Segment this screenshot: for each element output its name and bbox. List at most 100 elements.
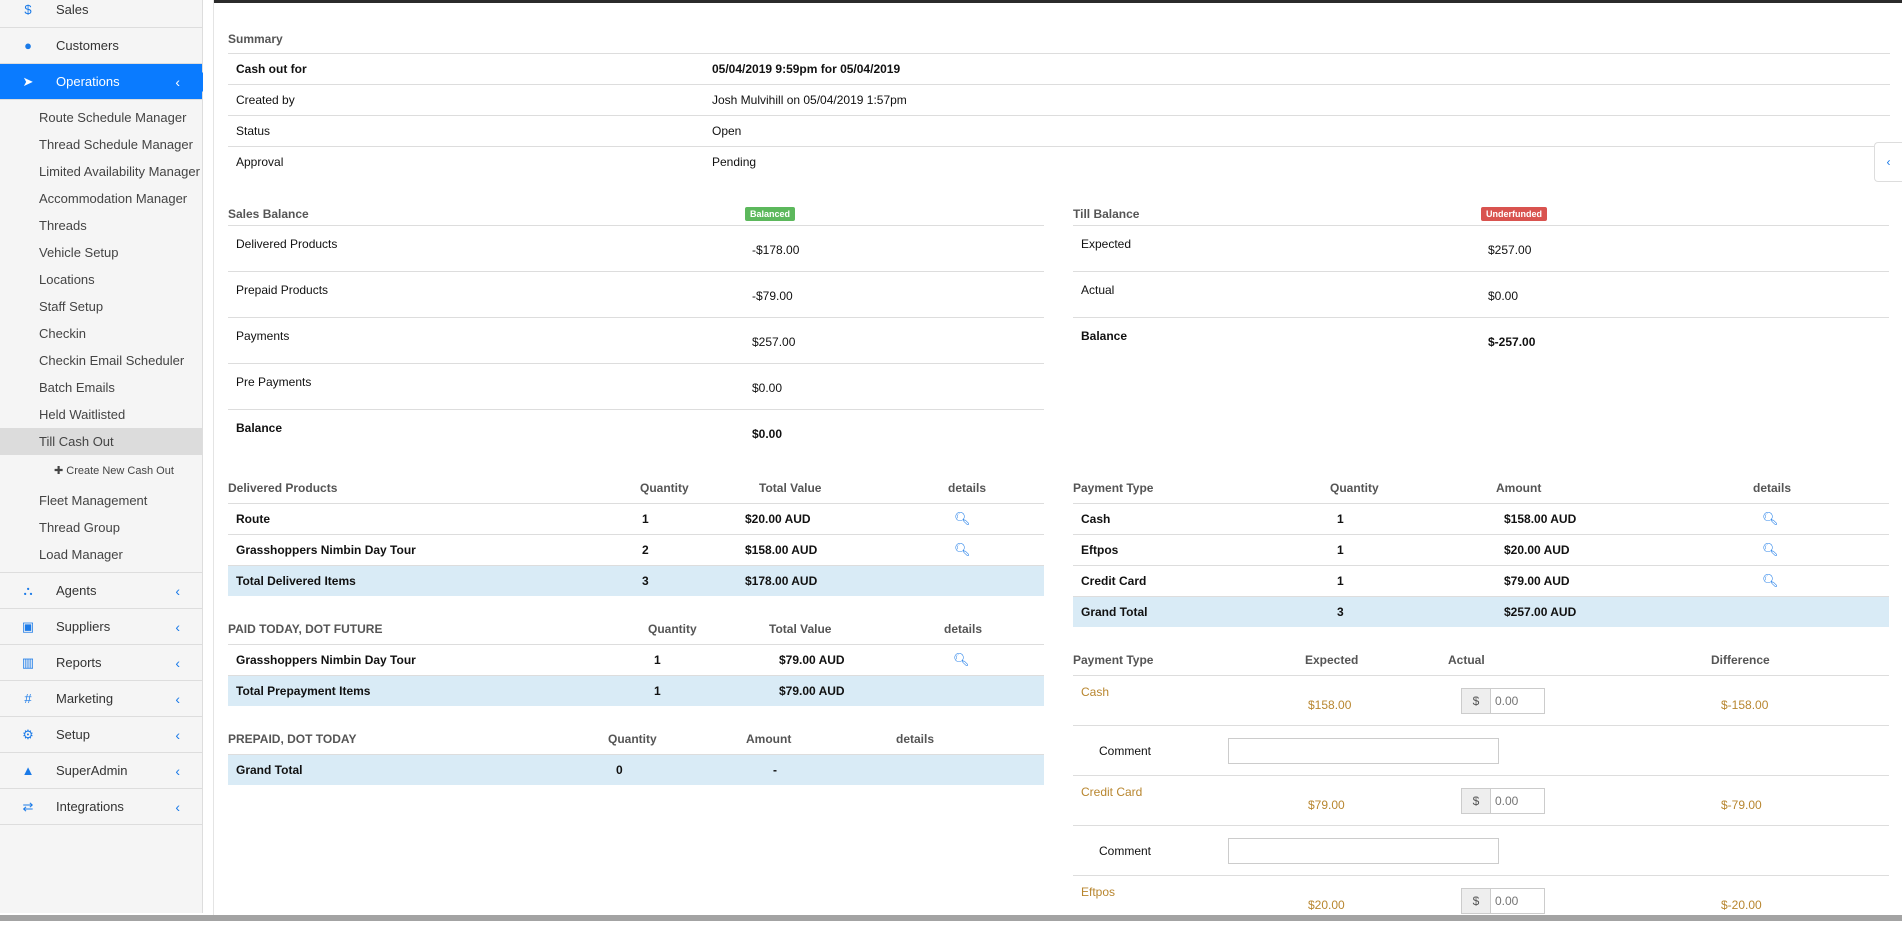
sidebar-item-operations[interactable]: ➤ Operations ‹: [0, 64, 212, 100]
actual-credit-card-input[interactable]: [1491, 787, 1545, 814]
sidebar-sub-checkin-email-scheduler[interactable]: Checkin Email Scheduler: [39, 353, 185, 368]
table-row: Route 1 $20.00 AUD 🔍︎: [228, 503, 1044, 534]
sidebar-item-agents[interactable]: ⛬ Agents ‹: [0, 573, 202, 609]
delivered-products-table: Delivered Products Quantity Total Value det…: [228, 472, 1044, 596]
actual-cash-input[interactable]: [1491, 687, 1545, 714]
search-icon[interactable]: 🔍︎: [954, 511, 971, 526]
col-header: Amount: [746, 731, 792, 746]
chevron-left-icon: ‹: [175, 582, 180, 599]
payment-reconcile-table: Payment Type Expected Actual Difference Cas…: [1073, 645, 1889, 925]
table-row: Cash 1 $158.00 AUD 🔍︎: [1073, 503, 1889, 534]
col-header: Difference: [1711, 653, 1770, 667]
col-header: PREPAID, DOT TODAY: [228, 731, 357, 746]
sidebar-scrollbar[interactable]: [203, 0, 214, 921]
chevron-left-icon: ‹: [175, 618, 180, 635]
col-header: Total Value: [759, 480, 822, 495]
sidebar-item-reports[interactable]: ▥ Reports ‹: [0, 645, 202, 681]
sidebar-sub-vehicle-setup[interactable]: Vehicle Setup: [39, 245, 119, 260]
sidebar-sub-limited-availability-manager[interactable]: Limited Availability Manager: [39, 164, 200, 179]
comment-row: Comment: [1073, 825, 1889, 875]
chevron-left-icon: ‹: [1886, 155, 1891, 169]
create-new-cash-out-link[interactable]: ✚ Create New Cash Out: [54, 465, 174, 477]
sidebar-item-integrations[interactable]: ⇄ Integrations ‹: [0, 789, 202, 825]
contact-card-icon: ▣: [21, 618, 35, 634]
user-icon: ●: [24, 38, 32, 53]
chevron-left-icon: ‹: [175, 654, 180, 671]
sidebar-item-suppliers[interactable]: ▣ Suppliers ‹: [0, 609, 202, 645]
search-icon[interactable]: 🔍︎: [953, 652, 970, 667]
paper-plane-icon: ➤: [22, 73, 34, 89]
sales-balance-section: Sales Balance Balanced Delivered Products…: [228, 203, 1044, 455]
table-row: Grasshoppers Nimbin Day Tour 1 $79.00 AUD 🔍…: [228, 644, 1044, 675]
sidebar-sub-route-schedule-manager[interactable]: Route Schedule Manager: [39, 110, 187, 125]
sidebar-sub-staff-setup[interactable]: Staff Setup: [39, 299, 104, 314]
bar-chart-icon: ▥: [21, 654, 35, 670]
currency-addon: $: [1461, 787, 1491, 814]
credit-card-comment-input[interactable]: [1228, 837, 1499, 864]
actual-eftpos-input[interactable]: [1491, 887, 1545, 914]
sales-balance-total-row: Balance $0.00: [228, 409, 1044, 455]
summary-row: Created by Josh Mulvihill on 05/04/2019 1…: [228, 84, 1890, 115]
currency-addon: $: [1461, 887, 1491, 914]
summary-title: Summary: [228, 32, 283, 46]
till-balance-row: Expected $257.00: [1073, 225, 1889, 271]
dollar-icon: $: [24, 2, 32, 17]
sidebar-item-superadmin[interactable]: ▲ SuperAdmin ‹: [0, 753, 202, 789]
panel-toggle-button[interactable]: ‹: [1874, 142, 1902, 182]
sidebar-sub-held-waitlisted[interactable]: Held Waitlisted: [39, 407, 126, 422]
sidebar-sub-checkin[interactable]: Checkin: [39, 326, 86, 341]
col-header: Delivered Products: [228, 480, 338, 495]
col-header: Payment Type: [1073, 480, 1154, 495]
col-header: Payment Type: [1073, 653, 1154, 667]
till-balance-row: Actual $0.00: [1073, 271, 1889, 317]
sitemap-icon: ⛬: [23, 582, 33, 598]
summary-row: Approval Pending: [228, 146, 1890, 177]
operations-submenu: Route Schedule Manager Thread Schedule M…: [0, 100, 202, 572]
table-row: Grasshoppers Nimbin Day Tour 2 $158.00 AUD…: [228, 534, 1044, 565]
chevron-left-icon: ‹: [175, 798, 180, 815]
sidebar-item-customers[interactable]: ● Customers: [0, 28, 202, 64]
comment-row: Comment: [1073, 725, 1889, 775]
payments-table: Payment Type Quantity Amount details Cash 1 $…: [1073, 472, 1889, 627]
sales-balance-row: Prepaid Products -$79.00: [228, 271, 1044, 317]
sidebar-item-marketing[interactable]: # Marketing ‹: [0, 681, 202, 717]
sidebar-sub-fleet-management[interactable]: Fleet Management: [39, 493, 148, 508]
col-header: Total Value: [769, 621, 832, 636]
sidebar-sub-batch-emails[interactable]: Batch Emails: [39, 380, 115, 395]
currency-addon: $: [1461, 687, 1491, 714]
col-header: Expected: [1305, 653, 1359, 667]
chevron-left-icon: ‹: [175, 690, 180, 707]
user-secret-icon: ▲: [21, 763, 35, 778]
prepaid-dot-today-table: PREPAID, DOT TODAY Quantity Amount details …: [228, 723, 1044, 785]
sidebar-item-sales[interactable]: $ Sales: [0, 0, 202, 28]
table-total-row: Grand Total 0-: [228, 754, 1044, 785]
col-header: Actual: [1448, 653, 1485, 667]
horizontal-scrollbar[interactable]: [0, 915, 1902, 921]
sidebar-item-setup[interactable]: ⚙ Setup ‹: [0, 717, 202, 753]
sidebar-sub-thread-schedule-manager[interactable]: Thread Schedule Manager: [39, 137, 193, 152]
sales-balance-title: Sales Balance: [228, 207, 309, 221]
search-icon[interactable]: 🔍︎: [954, 542, 971, 557]
plus-icon: ✚: [54, 465, 67, 477]
actual-amount-input-group: $: [1461, 887, 1721, 914]
reconcile-row-credit-card: Credit Card$79.00$$-79.00: [1073, 775, 1889, 825]
search-icon[interactable]: 🔍︎: [1762, 511, 1779, 526]
sidebar-sub-locations[interactable]: Locations: [39, 272, 95, 287]
actual-amount-input-group: $: [1461, 787, 1721, 814]
summary-row: Cash out for 05/04/2019 9:59pm for 05/04/…: [228, 53, 1890, 84]
sidebar-sub-thread-group[interactable]: Thread Group: [39, 520, 120, 535]
exchange-icon: ⇄: [22, 798, 34, 814]
sidebar-sub-till-cash-out[interactable]: Till Cash Out: [0, 428, 202, 455]
reconcile-row-cash: Cash$158.00$$-158.00: [1073, 675, 1889, 725]
underfunded-badge: Underfunded: [1481, 207, 1547, 221]
col-header: details: [896, 731, 935, 746]
sidebar-sub-load-manager[interactable]: Load Manager: [39, 547, 123, 562]
search-icon[interactable]: 🔍︎: [1762, 542, 1779, 557]
sidebar-sub-threads[interactable]: Threads: [39, 218, 87, 233]
search-icon[interactable]: 🔍︎: [1762, 573, 1779, 588]
sidebar-sub-accommodation-manager[interactable]: Accommodation Manager: [39, 191, 188, 206]
col-header: details: [948, 480, 987, 495]
cash-comment-input[interactable]: [1228, 737, 1499, 764]
chevron-left-icon: ‹: [175, 762, 180, 779]
till-balance-section: Till Balance Underfunded Expected $257.00 …: [1073, 203, 1889, 363]
